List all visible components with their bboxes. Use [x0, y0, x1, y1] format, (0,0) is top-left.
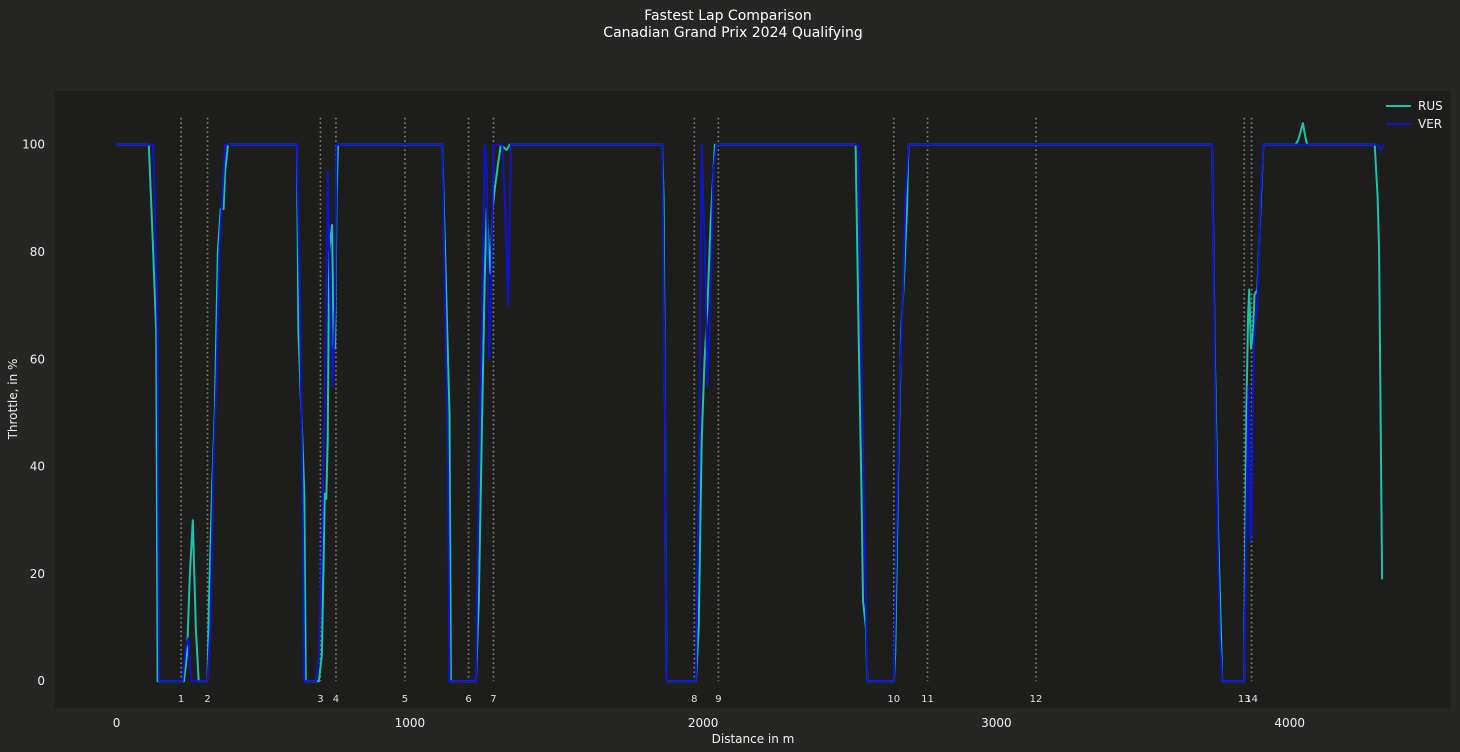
x-tick-label: 2000 — [688, 716, 719, 730]
y-tick-labels: 0 20 40 60 80 100 — [22, 138, 45, 689]
plot-area — [55, 91, 1451, 708]
x-tick-label: 4000 — [1274, 716, 1305, 730]
corner-label-13: 13 — [1238, 694, 1251, 705]
chart-subtitle: Canadian Grand Prix 2024 Qualifying — [603, 25, 862, 41]
corner-label-8: 8 — [691, 694, 697, 705]
corner-label-3: 3 — [317, 694, 323, 705]
x-tick-label: 1000 — [395, 716, 426, 730]
chart-title: Fastest Lap Comparison — [644, 8, 812, 24]
y-tick-label: 40 — [30, 460, 45, 474]
corner-label-7: 7 — [490, 694, 496, 705]
legend: RUS VER — [1386, 99, 1443, 131]
x-tick-label: 3000 — [981, 716, 1012, 730]
legend-label-rus: RUS — [1418, 99, 1443, 113]
corner-label-5: 5 — [402, 694, 408, 705]
y-tick-label: 80 — [30, 245, 45, 259]
x-axis-label: Distance in m — [712, 732, 795, 746]
corner-label-6: 6 — [465, 694, 471, 705]
corner-label-9: 9 — [715, 694, 721, 705]
series-lines — [116, 122, 1385, 683]
y-tick-label: 100 — [22, 138, 45, 152]
corner-label-11: 11 — [921, 694, 934, 705]
series-line-ver — [116, 143, 1385, 683]
corner-label-10: 10 — [887, 694, 900, 705]
x-tick-label: 0 — [113, 716, 121, 730]
corner-label-2: 2 — [204, 694, 210, 705]
series-line-rus — [116, 122, 1384, 683]
y-axis-label: Throttle, in % — [6, 359, 20, 441]
corner-label-1: 1 — [178, 694, 184, 705]
x-tick-labels: 0 1000 2000 3000 4000 — [113, 716, 1305, 730]
corner-label-4: 4 — [333, 694, 339, 705]
legend-label-ver: VER — [1418, 117, 1442, 131]
corner-label-12: 12 — [1030, 694, 1043, 705]
y-tick-label: 20 — [30, 567, 45, 581]
y-tick-label: 60 — [30, 352, 45, 366]
y-tick-label: 0 — [37, 674, 45, 688]
corner-label-14: 14 — [1245, 694, 1258, 705]
